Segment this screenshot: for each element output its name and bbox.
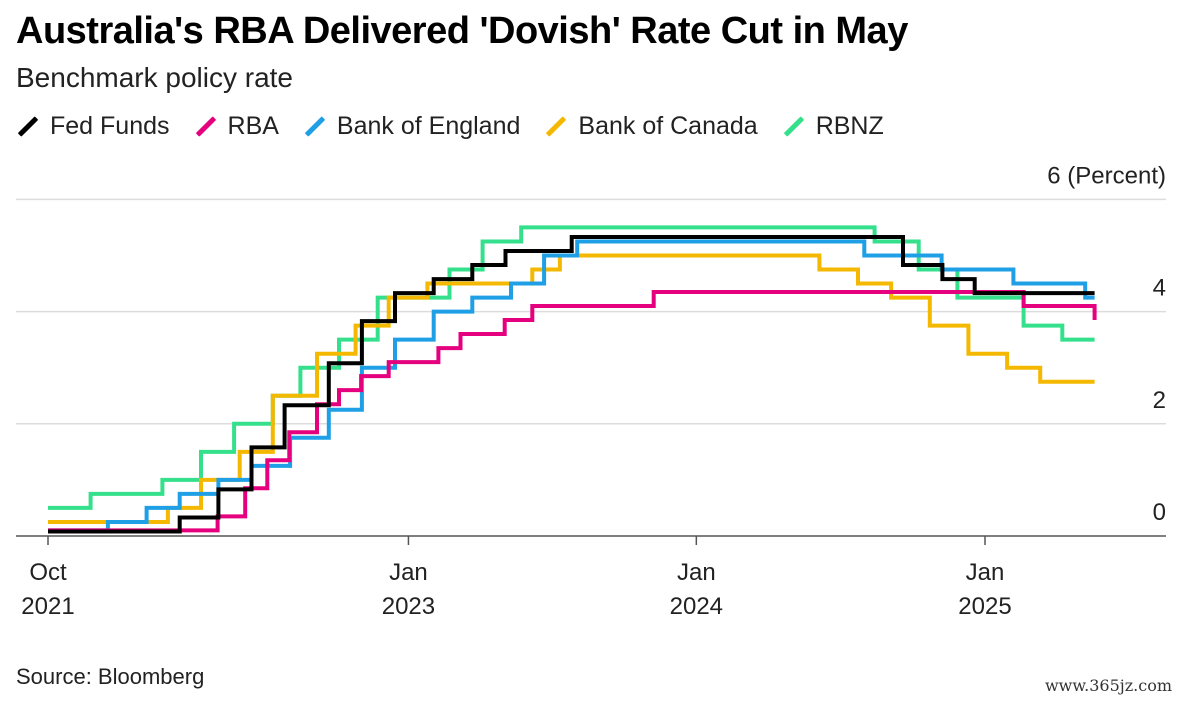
chart-subtitle: Benchmark policy rate: [16, 62, 294, 93]
x-tick-label: 2023: [382, 593, 435, 620]
rate-chart: 0 2 4 6 (Percent) Oct 2021 Jan 2023 Jan 2024 Jan 20…: [16, 162, 1166, 620]
y-unit-label: 6 (Percent): [1047, 162, 1166, 189]
legend-item: Fed Funds: [16, 112, 170, 141]
legend-label: Fed Funds: [50, 112, 170, 140]
legend-item: RBA: [194, 112, 279, 141]
y-tick-label: 0: [1153, 499, 1166, 526]
series-line-fed-funds: [48, 235, 1095, 534]
y-tick-label: 4: [1153, 275, 1166, 302]
legend-item: Bank of Canada: [544, 112, 758, 141]
legend-label: Bank of Canada: [578, 112, 758, 140]
x-tick-label: Jan: [389, 559, 428, 586]
x-tick-label: 2024: [670, 593, 723, 620]
legend-label: Bank of England: [336, 112, 521, 140]
legend-label: RBNZ: [815, 112, 884, 140]
series-line-rbnz: [48, 225, 1095, 510]
y-tick-label: 2: [1153, 387, 1166, 414]
series-line-bank-of-england: [48, 239, 1095, 533]
x-tick-label: Oct: [29, 559, 67, 586]
x-tick-label: Jan: [677, 559, 716, 586]
legend: Fed Funds RBA Bank of England Bank of Canad…: [16, 112, 908, 141]
series-line-bank-of-canada: [48, 253, 1095, 524]
legend-item: RBNZ: [782, 112, 884, 141]
source-note: Source: Bloomberg: [16, 664, 205, 689]
series-line-rba: [48, 290, 1097, 533]
legend-label: RBA: [227, 112, 279, 140]
legend-item: Bank of England: [303, 112, 520, 141]
watermark: www.365jz.com: [1044, 676, 1172, 695]
x-tick-label: 2021: [21, 593, 74, 620]
chart-title: Australia's RBA Delivered 'Dovish' Rate …: [16, 10, 908, 52]
x-tick-label: Jan: [966, 559, 1005, 586]
x-tick-label: 2025: [958, 593, 1011, 620]
